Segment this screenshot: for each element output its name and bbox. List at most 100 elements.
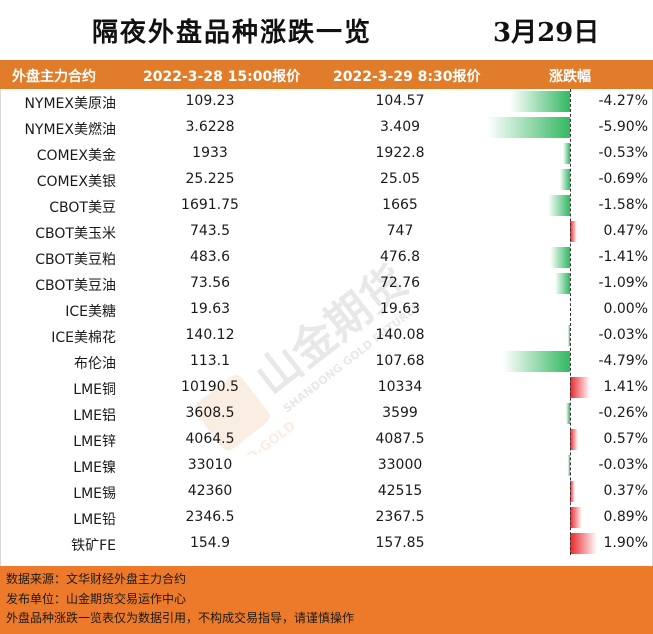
footer-publisher: 发布单位：山金期货交易运作中心 — [6, 592, 187, 606]
price-prev: 140.12 — [185, 327, 235, 343]
table-row: LME铝 3608.5 3599 -0.26% — [0, 401, 653, 427]
table-row: NYMEX美原油 109.23 104.57 -4.27% — [0, 89, 653, 115]
contract-name: LME铅 — [73, 512, 116, 528]
price-curr: 1665 — [382, 197, 418, 213]
change-bar-negative — [568, 455, 570, 476]
change-bar-negative — [554, 273, 570, 294]
change-bar-negative — [502, 351, 570, 372]
change-bar-positive — [570, 481, 576, 502]
price-curr: 10334 — [377, 379, 423, 395]
price-curr: 104.57 — [375, 93, 425, 109]
change-bar-positive — [570, 429, 578, 450]
contract-name: ICE美糖 — [65, 304, 116, 320]
table-row: 铁矿FE 154.9 157.85 1.90% — [0, 531, 653, 557]
table-row: LME锡 42360 42515 0.37% — [0, 479, 653, 505]
footer-disclaimer: 外盘品种涨跌一览表仅为数据引用，不构成交易指导，请谨慎操作 — [6, 611, 355, 625]
change-pct: -0.26% — [598, 405, 648, 421]
change-bar-negative — [487, 117, 570, 138]
price-prev: 154.9 — [189, 535, 231, 551]
change-pct: -1.58% — [598, 197, 648, 213]
price-curr: 747 — [386, 223, 414, 239]
contract-name: CBOT美玉米 — [35, 226, 116, 242]
report-date: 3月29日 — [493, 18, 600, 48]
price-curr: 72.76 — [379, 275, 421, 291]
change-bar-negative — [550, 247, 570, 268]
footer-source: 数据来源：文华财经外盘主力合约 — [6, 572, 187, 586]
price-prev: 25.225 — [185, 171, 235, 187]
footer: 数据来源：文华财经外盘主力合约 发布单位：山金期货交易运作中心 外盘品种涨跌一览… — [0, 566, 653, 634]
contract-name: ICE美棉花 — [51, 330, 116, 346]
change-bar-positive — [570, 507, 583, 528]
price-prev: 10190.5 — [181, 379, 239, 395]
price-curr: 33000 — [377, 457, 423, 473]
change-pct: -4.27% — [598, 93, 648, 109]
change-pct: 0.89% — [603, 509, 648, 525]
table-row: LME铅 2346.5 2367.5 0.89% — [0, 505, 653, 531]
price-prev: 1933 — [192, 145, 228, 161]
header-change: 涨跌幅 — [549, 69, 591, 85]
table-row: LME镍 33010 33000 -0.03% — [0, 453, 653, 479]
change-bar-negative — [510, 91, 570, 112]
change-pct: -1.41% — [598, 249, 648, 265]
table-row: CBOT美豆油 73.56 72.76 -1.09% — [0, 271, 653, 297]
change-bar-positive — [570, 377, 590, 398]
contract-name: LME锡 — [73, 486, 116, 502]
change-pct: -1.09% — [598, 275, 648, 291]
header-contract: 外盘主力合约 — [12, 69, 96, 85]
price-curr: 157.85 — [375, 535, 425, 551]
price-curr: 140.08 — [375, 327, 425, 343]
price-prev: 483.6 — [189, 249, 231, 265]
price-curr: 2367.5 — [375, 509, 425, 525]
contract-name: CBOT美豆 — [49, 200, 116, 216]
change-bar-negative — [560, 169, 570, 190]
price-prev: 73.56 — [189, 275, 231, 291]
contract-name: NYMEX美原油 — [24, 96, 116, 112]
contract-name: LME铝 — [73, 408, 116, 424]
change-pct: -0.03% — [598, 327, 648, 343]
contract-name: 铁矿FE — [71, 538, 116, 554]
table-row: CBOT美玉米 743.5 747 0.47% — [0, 219, 653, 245]
table-header: 外盘主力合约 2022-3-28 15:00报价 2022-3-29 8:30报… — [0, 60, 653, 89]
table-row: NYMEX美燃油 3.6228 3.409 -5.90% — [0, 115, 653, 141]
change-pct: 1.41% — [603, 379, 648, 395]
price-prev: 3.6228 — [185, 119, 235, 135]
price-curr: 1922.8 — [375, 145, 425, 161]
price-curr: 19.63 — [379, 301, 421, 317]
price-curr: 476.8 — [379, 249, 421, 265]
change-pct: 0.37% — [603, 483, 648, 499]
contract-name: LME镍 — [73, 460, 116, 476]
table-row: LME铜 10190.5 10334 1.41% — [0, 375, 653, 401]
change-pct: -5.90% — [598, 119, 648, 135]
change-pct: -0.69% — [598, 171, 648, 187]
price-prev: 1691.75 — [181, 197, 239, 213]
price-prev: 109.23 — [185, 93, 235, 109]
contract-name: NYMEX美燃油 — [24, 122, 116, 138]
table-row: ICE美糖 19.63 19.63 0.00% — [0, 297, 653, 323]
change-pct: -4.79% — [598, 353, 648, 369]
price-prev: 3608.5 — [185, 405, 235, 421]
table-row: COMEX美金 1933 1922.8 -0.53% — [0, 141, 653, 167]
title-bar: 隔夜外盘品种涨跌一览 3月29日 — [0, 0, 653, 60]
price-curr: 4087.5 — [375, 431, 425, 447]
contract-name: COMEX美金 — [36, 148, 116, 164]
price-prev: 42360 — [187, 483, 233, 499]
price-prev: 4064.5 — [185, 431, 235, 447]
contract-name: COMEX美银 — [36, 174, 116, 190]
table-row: 布伦油 113.1 107.68 -4.79% — [0, 349, 653, 375]
change-pct: 0.00% — [603, 301, 648, 317]
header-price-prev: 2022-3-28 15:00报价 — [143, 69, 301, 85]
price-curr: 25.05 — [379, 171, 421, 187]
table-row: COMEX美银 25.225 25.05 -0.69% — [0, 167, 653, 193]
contract-name: CBOT美豆粕 — [35, 252, 116, 268]
price-prev: 743.5 — [189, 223, 231, 239]
change-bar-negative — [562, 143, 570, 164]
change-pct: -0.03% — [598, 457, 648, 473]
contract-name: LME铜 — [73, 382, 116, 398]
price-curr: 42515 — [377, 483, 423, 499]
table-row: ICE美棉花 140.12 140.08 -0.03% — [0, 323, 653, 349]
contract-name: 布伦油 — [74, 356, 116, 372]
change-pct: 1.90% — [603, 535, 648, 551]
price-curr: 3.409 — [379, 119, 421, 135]
header-price-curr: 2022-3-29 8:30报价 — [333, 69, 481, 85]
change-bar-positive — [570, 221, 577, 242]
